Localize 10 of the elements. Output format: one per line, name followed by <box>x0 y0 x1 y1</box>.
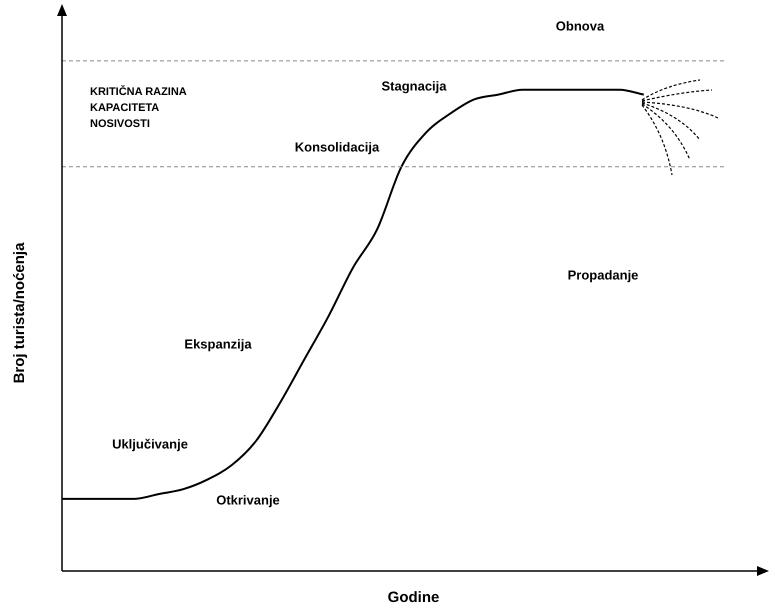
x-axis-title: Godine <box>388 589 440 606</box>
annotation: Otkrivanje <box>216 492 280 508</box>
annotation: Stagnacija <box>381 78 448 94</box>
annotation: Konsolidacija <box>294 140 380 155</box>
text: Obnova <box>556 18 605 34</box>
annotation: Ekspanzija <box>184 336 252 352</box>
y-axis-title: Broj turista/noćenja <box>11 242 28 384</box>
annotation: Propadanje <box>568 268 638 283</box>
annotation: KRITIČNA RAZINA KAPACITETA NOSIVOSTI <box>90 85 187 130</box>
annotation: Uključivanje <box>112 436 188 452</box>
